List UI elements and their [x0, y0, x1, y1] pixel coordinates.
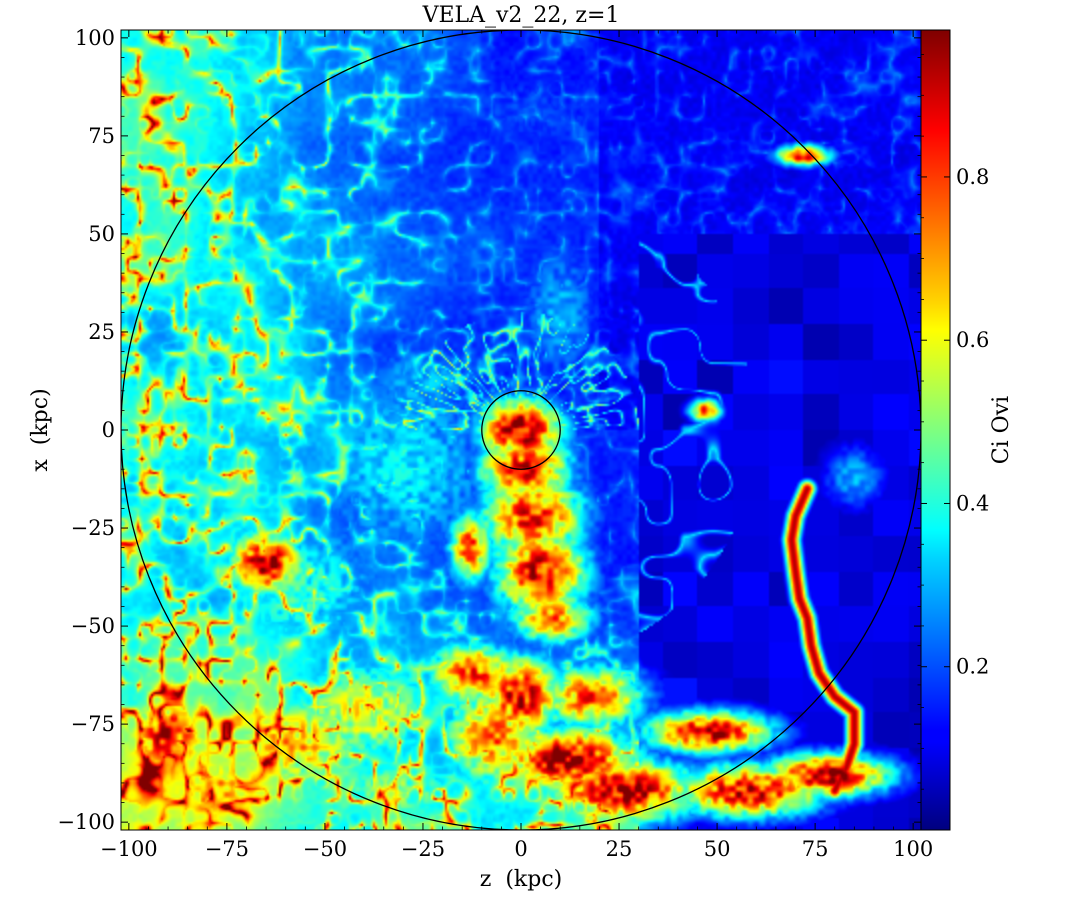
x-axis-ticks: −100 −75 −50 −25 0 25 50 75 100	[100, 30, 933, 861]
y-tick-label: −50	[71, 614, 115, 638]
circles-layer	[121, 30, 921, 830]
colorbar-label: Ci Ovi	[989, 396, 1014, 464]
y-axis-label: x (kpc)	[28, 388, 53, 471]
x-tick-label: −50	[303, 837, 347, 861]
x-tick-label: 75	[802, 837, 829, 861]
colorbar-tick-label: 0.2	[956, 655, 989, 679]
x-tick-label: −75	[205, 837, 249, 861]
colorbar-tick-label: 0.4	[956, 491, 989, 515]
y-axis-ticks: −100 −75 −50 −25 0 25 50 75 100	[57, 26, 921, 834]
colorbar-ticks: 0.2 0.4 0.6 0.8	[921, 54, 989, 790]
y-tick-label: −25	[71, 516, 115, 540]
colorbar-tick-label: 0.8	[956, 165, 989, 189]
x-tick-label: −100	[100, 837, 158, 861]
inner-radius-circle	[481, 390, 561, 470]
y-tick-label: 75	[88, 124, 115, 148]
y-tick-label: 0	[102, 418, 115, 442]
x-tick-label: 50	[704, 837, 731, 861]
y-tick-label: 100	[75, 26, 115, 50]
x-tick-label: −25	[401, 837, 445, 861]
y-tick-label: 50	[88, 222, 115, 246]
chart-title: VELA_v2_22, z=1	[422, 3, 620, 28]
y-tick-label: −75	[71, 712, 115, 736]
heatmap-image	[121, 30, 921, 830]
y-tick-label: 25	[88, 320, 115, 344]
x-tick-label: 25	[606, 837, 633, 861]
y-tick-label: −100	[57, 810, 115, 834]
colorbar-tick-label: 0.6	[956, 328, 989, 352]
x-axis-label: z (kpc)	[480, 867, 562, 892]
x-tick-label: 0	[514, 837, 527, 861]
colorbar	[920, 29, 951, 831]
x-tick-label: 100	[893, 837, 933, 861]
